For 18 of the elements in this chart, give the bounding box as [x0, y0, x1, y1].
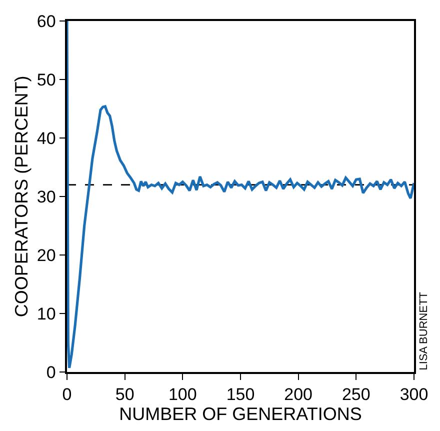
y-axis-title: COOPERATORS (PERCENT) [12, 76, 32, 318]
x-tick-label: 100 [168, 385, 197, 404]
x-tick-label: 50 [115, 385, 134, 404]
y-tick-label: 40 [36, 128, 56, 148]
x-tick-label: 300 [400, 385, 428, 404]
x-tick-label: 150 [226, 385, 255, 404]
y-tick-label: 20 [36, 246, 56, 265]
y-tick-label: 10 [36, 304, 56, 324]
x-tick-label: 0 [62, 385, 72, 404]
text: LISA BURNETT [418, 292, 430, 370]
x-tick-label: 200 [284, 385, 313, 404]
y-tick-label: 60 [36, 12, 56, 31]
line-series [67, 21, 414, 370]
y-tick-label: 50 [36, 70, 56, 90]
x-axis-title: NUMBER OF GENERATIONS [119, 404, 362, 424]
y-tick-label: 30 [36, 187, 56, 206]
x-tick-label: 250 [342, 385, 370, 404]
y-tick-label: 0 [46, 362, 56, 382]
